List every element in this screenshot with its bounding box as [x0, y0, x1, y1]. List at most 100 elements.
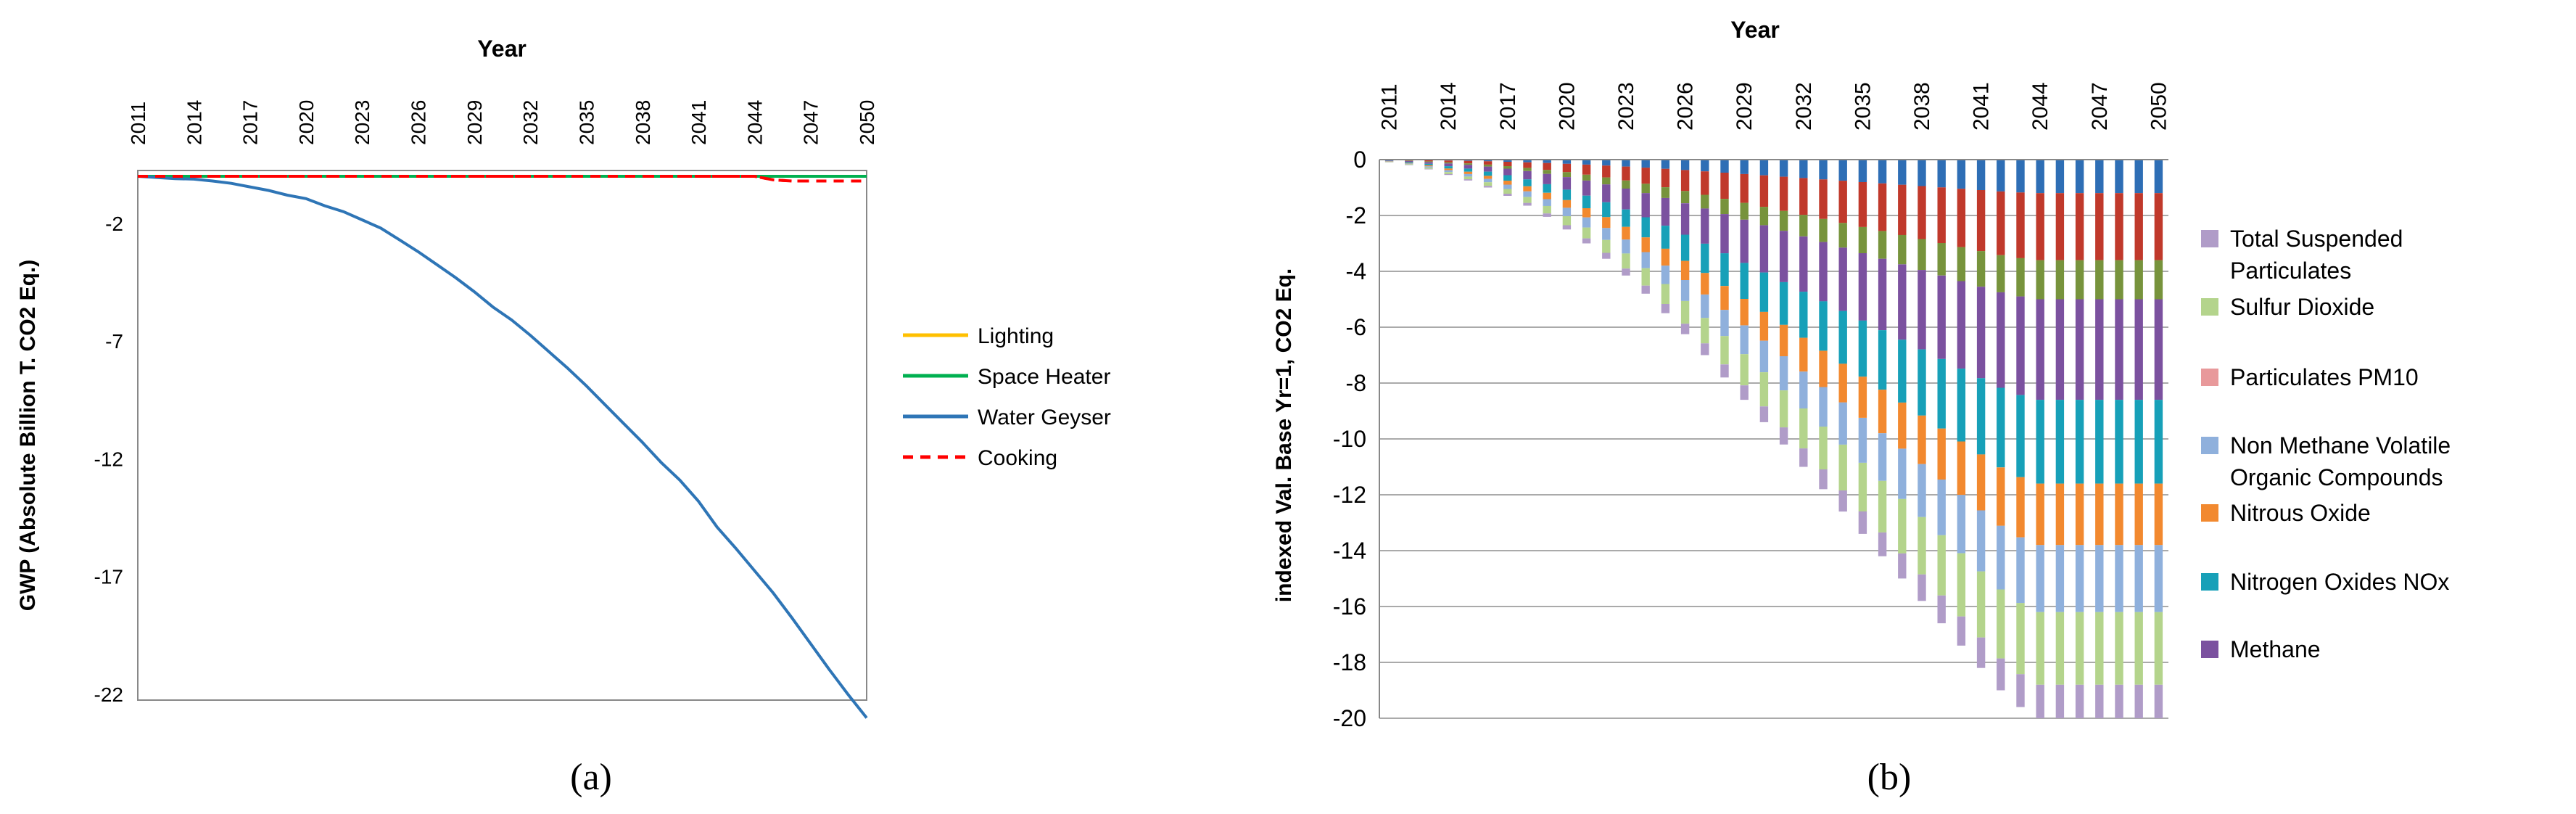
chart-b-bar-segment — [1976, 571, 1986, 638]
chart-b-bar-segment — [2115, 612, 2123, 685]
chart-b-bar-segment — [1779, 427, 1788, 445]
chart-b-bar-segment — [1503, 184, 1512, 189]
chart-a-y-tick-label: -12 — [94, 448, 123, 470]
chart-b-bar-segment — [1680, 324, 1690, 334]
chart-b-bar-segment — [1503, 166, 1512, 169]
chart-b-bar-segment — [1622, 166, 1630, 181]
chart-b-bar-segment — [1622, 188, 1630, 210]
chart-b-bar-segment — [2016, 537, 2025, 604]
chart-b-bar-segment — [1779, 324, 1788, 356]
chart-b-bar-segment — [1661, 168, 1670, 188]
chart-b-bar-segment — [2016, 160, 2025, 193]
chart-b-legend-swatch — [2201, 573, 2218, 591]
chart-a-series — [137, 175, 868, 719]
chart-b-bar-segment — [1701, 160, 1709, 172]
chart-b-bar-segment — [2075, 545, 2084, 612]
chart-b-bar-segment — [2115, 160, 2123, 194]
chart-b-bar-segment — [1838, 160, 1847, 181]
chart-b-bar-segment — [2036, 299, 2044, 400]
chart-b-bar-segment — [1898, 160, 1907, 185]
chart-b-y-axis-label: indexed Val. Base Yr=1, CO2 Eq. — [1272, 268, 1296, 603]
chart-b-bar-segment — [2154, 260, 2163, 300]
chart-b-bar-segment — [1937, 535, 1946, 596]
chart-b-bar-segment — [1523, 197, 1532, 203]
chart-b-bar-segment — [2016, 296, 2025, 395]
chart-b-bar-segment — [1661, 304, 1670, 313]
chart-b-bar-segment — [1759, 272, 1769, 312]
chart-b-bar-segment — [1997, 255, 2005, 292]
chart-a-panel-label: (a) — [570, 757, 612, 798]
chart-b-bar-segment — [1997, 658, 2005, 691]
chart-b-bar-segment — [1937, 358, 1946, 429]
chart-b-bar-segment — [1661, 226, 1670, 249]
chart-b-x-tick-label: 2011 — [1378, 83, 1402, 131]
chart-b-bar-segment — [1779, 281, 1788, 325]
chart-b-bar-segment — [1838, 247, 1847, 311]
chart-b-bar-segment — [1464, 171, 1473, 174]
chart-b-bar-segment — [1858, 418, 1867, 463]
chart-b-bar-segment — [1503, 181, 1512, 185]
chart-b-bar-segment — [1957, 160, 1966, 189]
chart-b-bar-segment — [1878, 258, 1887, 331]
chart-b-bar-segment — [1957, 247, 1966, 281]
chart-a-x-tick-label: 2032 — [519, 100, 542, 145]
chart-b-bar-segment — [1779, 390, 1788, 428]
chart-b-bar-segment — [1701, 318, 1709, 344]
chart-b-bar-segment — [1523, 160, 1532, 163]
chart-b-legend-swatch — [2201, 641, 2218, 658]
chart-b-bar-segment — [1759, 225, 1769, 273]
chart-b-bar-segment — [1740, 160, 1749, 174]
chart-b-bar-segment — [1976, 378, 1986, 455]
chart-b-bar-segment — [2095, 193, 2104, 260]
chart-b-bar-segment — [1917, 239, 1926, 271]
chart-b-bar-segment — [1405, 164, 1413, 165]
chart-b-bar-segment — [1799, 236, 1808, 292]
chart-b-bar-segment — [1878, 330, 1887, 390]
chart-b-bar-segment — [1720, 336, 1729, 365]
chart-b-bar-segment — [1444, 160, 1453, 163]
chart-b-y-tick-label: -2 — [1346, 202, 1366, 229]
chart-b-bar-segment — [1384, 162, 1394, 163]
chart-b-bar-segment — [1937, 243, 1946, 276]
chart-b-bar-segment — [1779, 231, 1788, 282]
chart-b-bar-segment — [1957, 281, 1966, 369]
chart-b-bar-segment — [1622, 226, 1630, 240]
chart-b-bar-segment — [2115, 684, 2123, 718]
chart-b-bar-segment — [2134, 400, 2143, 484]
chart-b-bar-segment — [1582, 160, 1591, 165]
chart-b-bar-segment — [1503, 168, 1512, 176]
chart-b-bar-segment — [1878, 390, 1887, 434]
chart-a-x-tick-label: 2041 — [688, 100, 710, 145]
chart-a-x-ticks: 2011 2014 2017 2020 2023 2026 2029 2032 2035 2038… — [127, 100, 878, 145]
chart-b-bar-segment — [2016, 192, 2025, 258]
chart-a-legend-label: Cooking — [978, 446, 1057, 470]
chart-a-y-axis-label: GWP (Absolute Billion T. CO2 Eq.) — [16, 260, 40, 611]
chart-b-bar-segment — [1838, 181, 1847, 223]
chart-b-bar-segment — [1720, 160, 1729, 173]
chart-b-bar-segment — [1759, 160, 1769, 176]
chart-b-bar-segment — [1898, 448, 1907, 499]
chart-b-bar-segment — [1503, 194, 1512, 196]
chart-b-bar-segment — [2075, 193, 2084, 260]
chart-b-x-tick-label: 2020 — [1555, 82, 1579, 131]
chart-b-bar-segment — [2154, 193, 2163, 260]
chart-a: Year 2011 2014 2017 2020 2023 2026 2029 2032 203… — [16, 36, 1111, 798]
chart-b-y-ticks: 0 -2 -4 -6 -8 -10 -12 -14 -16 -18 -20 — [1333, 147, 1366, 731]
chart-b-bar-segment — [1701, 208, 1709, 244]
chart-b-bar-segment — [2055, 193, 2065, 260]
chart-b-bar-segment — [1917, 464, 1926, 517]
chart-b-y-tick-label: -16 — [1333, 593, 1366, 620]
chart-b-bar-segment — [1740, 263, 1749, 300]
chart-b-bar-segment — [1819, 427, 1828, 470]
chart-b-bar-segment — [2095, 400, 2104, 484]
chart-b-bar-segment — [1622, 253, 1630, 269]
chart-b-bar-segment — [1483, 166, 1493, 172]
chart-b-bar-segment — [1483, 186, 1493, 188]
chart-b-bar-segment — [2075, 483, 2084, 546]
chart-b-bar-segment — [1819, 218, 1828, 242]
chart-b-y-tick-label: -10 — [1333, 426, 1366, 452]
chart-b-bar-segment — [1602, 177, 1611, 185]
chart-b-bar-segment — [1641, 237, 1650, 252]
chart-b-bar-segment — [1543, 184, 1551, 193]
chart-b-bar-segment — [1878, 433, 1887, 481]
